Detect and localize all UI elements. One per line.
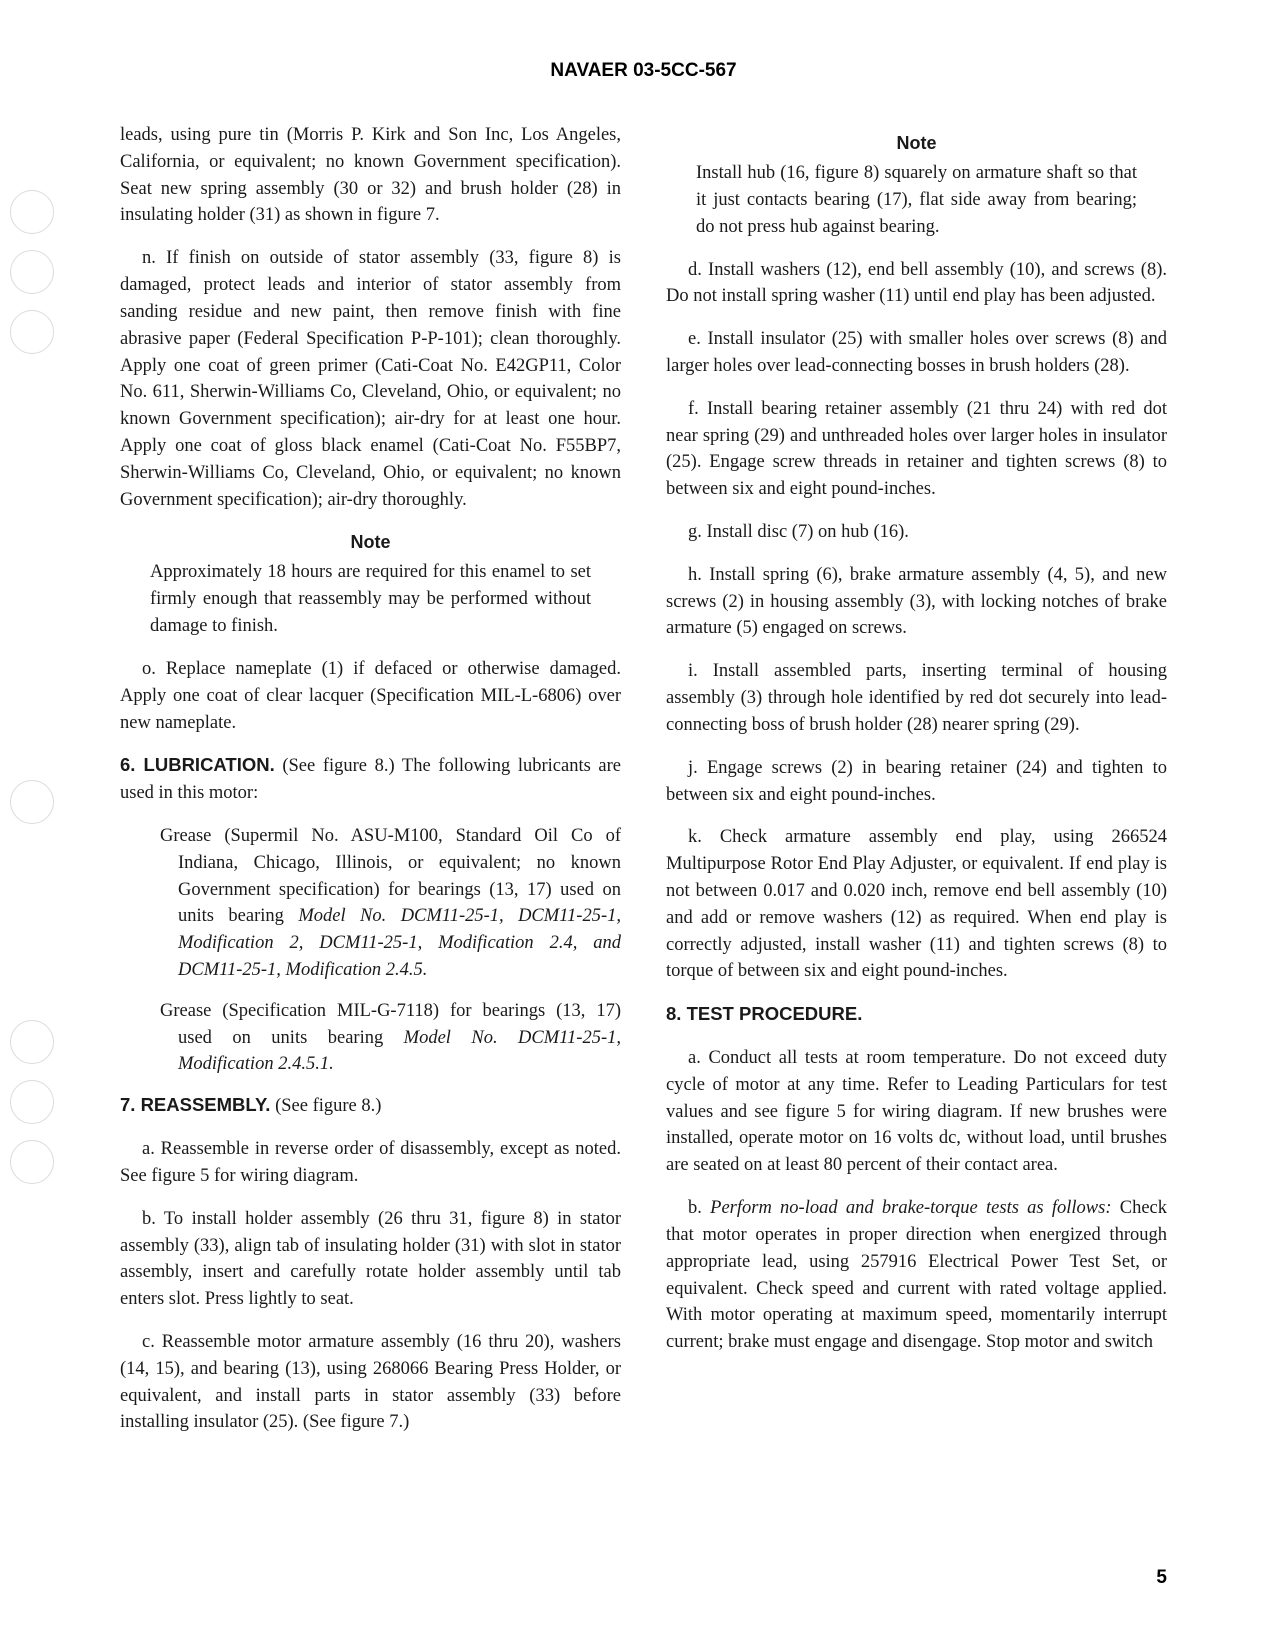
section-6-label: 6. LUBRICATION. xyxy=(120,754,275,775)
text-columns: leads, using pure tin (Morris P. Kirk an… xyxy=(120,122,1167,1452)
note-body: Approximately 18 hours are required for … xyxy=(150,559,591,639)
binder-holes xyxy=(0,0,70,1649)
paragraph-7c: c. Reassemble motor armature assembly (1… xyxy=(120,1329,621,1436)
paragraph-7a: a. Reassemble in reverse order of disass… xyxy=(120,1136,621,1190)
paragraph-o: o. Replace nameplate (1) if defaced or o… xyxy=(120,656,621,736)
right-column: Note Install hub (16, figure 8) squarely… xyxy=(666,122,1167,1452)
binder-hole xyxy=(10,250,54,294)
paragraph-8a: a. Conduct all tests at room temperature… xyxy=(666,1045,1167,1179)
paragraph-7h: h. Install spring (6), brake armature as… xyxy=(666,562,1167,642)
paragraph-leads: leads, using pure tin (Morris P. Kirk an… xyxy=(120,122,621,229)
paragraph-7d: d. Install washers (12), end bell assemb… xyxy=(666,257,1167,311)
paragraph-8b-italic: Perform no-load and brake-torque tests a… xyxy=(710,1198,1111,1218)
page-number: 5 xyxy=(1156,1567,1167,1589)
section-7-reassembly: 7. REASSEMBLY. (See figure 8.) xyxy=(120,1092,621,1120)
binder-hole xyxy=(10,310,54,354)
paragraph-7f: f. Install bearing retainer assembly (21… xyxy=(666,396,1167,503)
left-column: leads, using pure tin (Morris P. Kirk an… xyxy=(120,122,621,1452)
document-header: NAVAER 03-5CC-567 xyxy=(120,60,1167,82)
section-6-lubrication: 6. LUBRICATION. (See figure 8.) The foll… xyxy=(120,752,621,807)
binder-hole xyxy=(10,1080,54,1124)
document-page: NAVAER 03-5CC-567 leads, using pure tin … xyxy=(0,0,1287,1649)
section-7-text: (See figure 8.) xyxy=(270,1096,381,1116)
paragraph-7e: e. Install insulator (25) with smaller h… xyxy=(666,326,1167,380)
section-8-label: 8. TEST PROCEDURE. xyxy=(666,1003,862,1024)
binder-hole xyxy=(10,780,54,824)
paragraph-n: n. If finish on outside of stator assemb… xyxy=(120,245,621,513)
paragraph-7b: b. To install holder assembly (26 thru 3… xyxy=(120,1206,621,1313)
paragraph-7i: i. Install assembled parts, inserting te… xyxy=(666,658,1167,738)
note-heading: Note xyxy=(666,130,1167,156)
section-7-label: 7. REASSEMBLY. xyxy=(120,1094,270,1115)
section-8-test-procedure: 8. TEST PROCEDURE. xyxy=(666,1001,1167,1029)
binder-hole xyxy=(10,190,54,234)
grease-spec-1: Grease (Supermil No. ASU-M100, Standard … xyxy=(160,823,621,984)
binder-hole xyxy=(10,1140,54,1184)
paragraph-7k: k. Check armature assembly end play, usi… xyxy=(666,824,1167,985)
binder-hole xyxy=(10,1020,54,1064)
paragraph-8b-rest: Check that motor operates in proper dire… xyxy=(666,1198,1167,1352)
paragraph-7j: j. Engage screws (2) in bearing retainer… xyxy=(666,755,1167,809)
paragraph-8b-prefix: b. xyxy=(688,1198,710,1218)
note-heading: Note xyxy=(120,529,621,555)
grease-spec-2: Grease (Specification MIL-G-7118) for be… xyxy=(160,998,621,1078)
note-body: Install hub (16, figure 8) squarely on a… xyxy=(696,160,1137,240)
paragraph-8b: b. Perform no-load and brake-torque test… xyxy=(666,1195,1167,1356)
paragraph-7g: g. Install disc (7) on hub (16). xyxy=(666,519,1167,546)
